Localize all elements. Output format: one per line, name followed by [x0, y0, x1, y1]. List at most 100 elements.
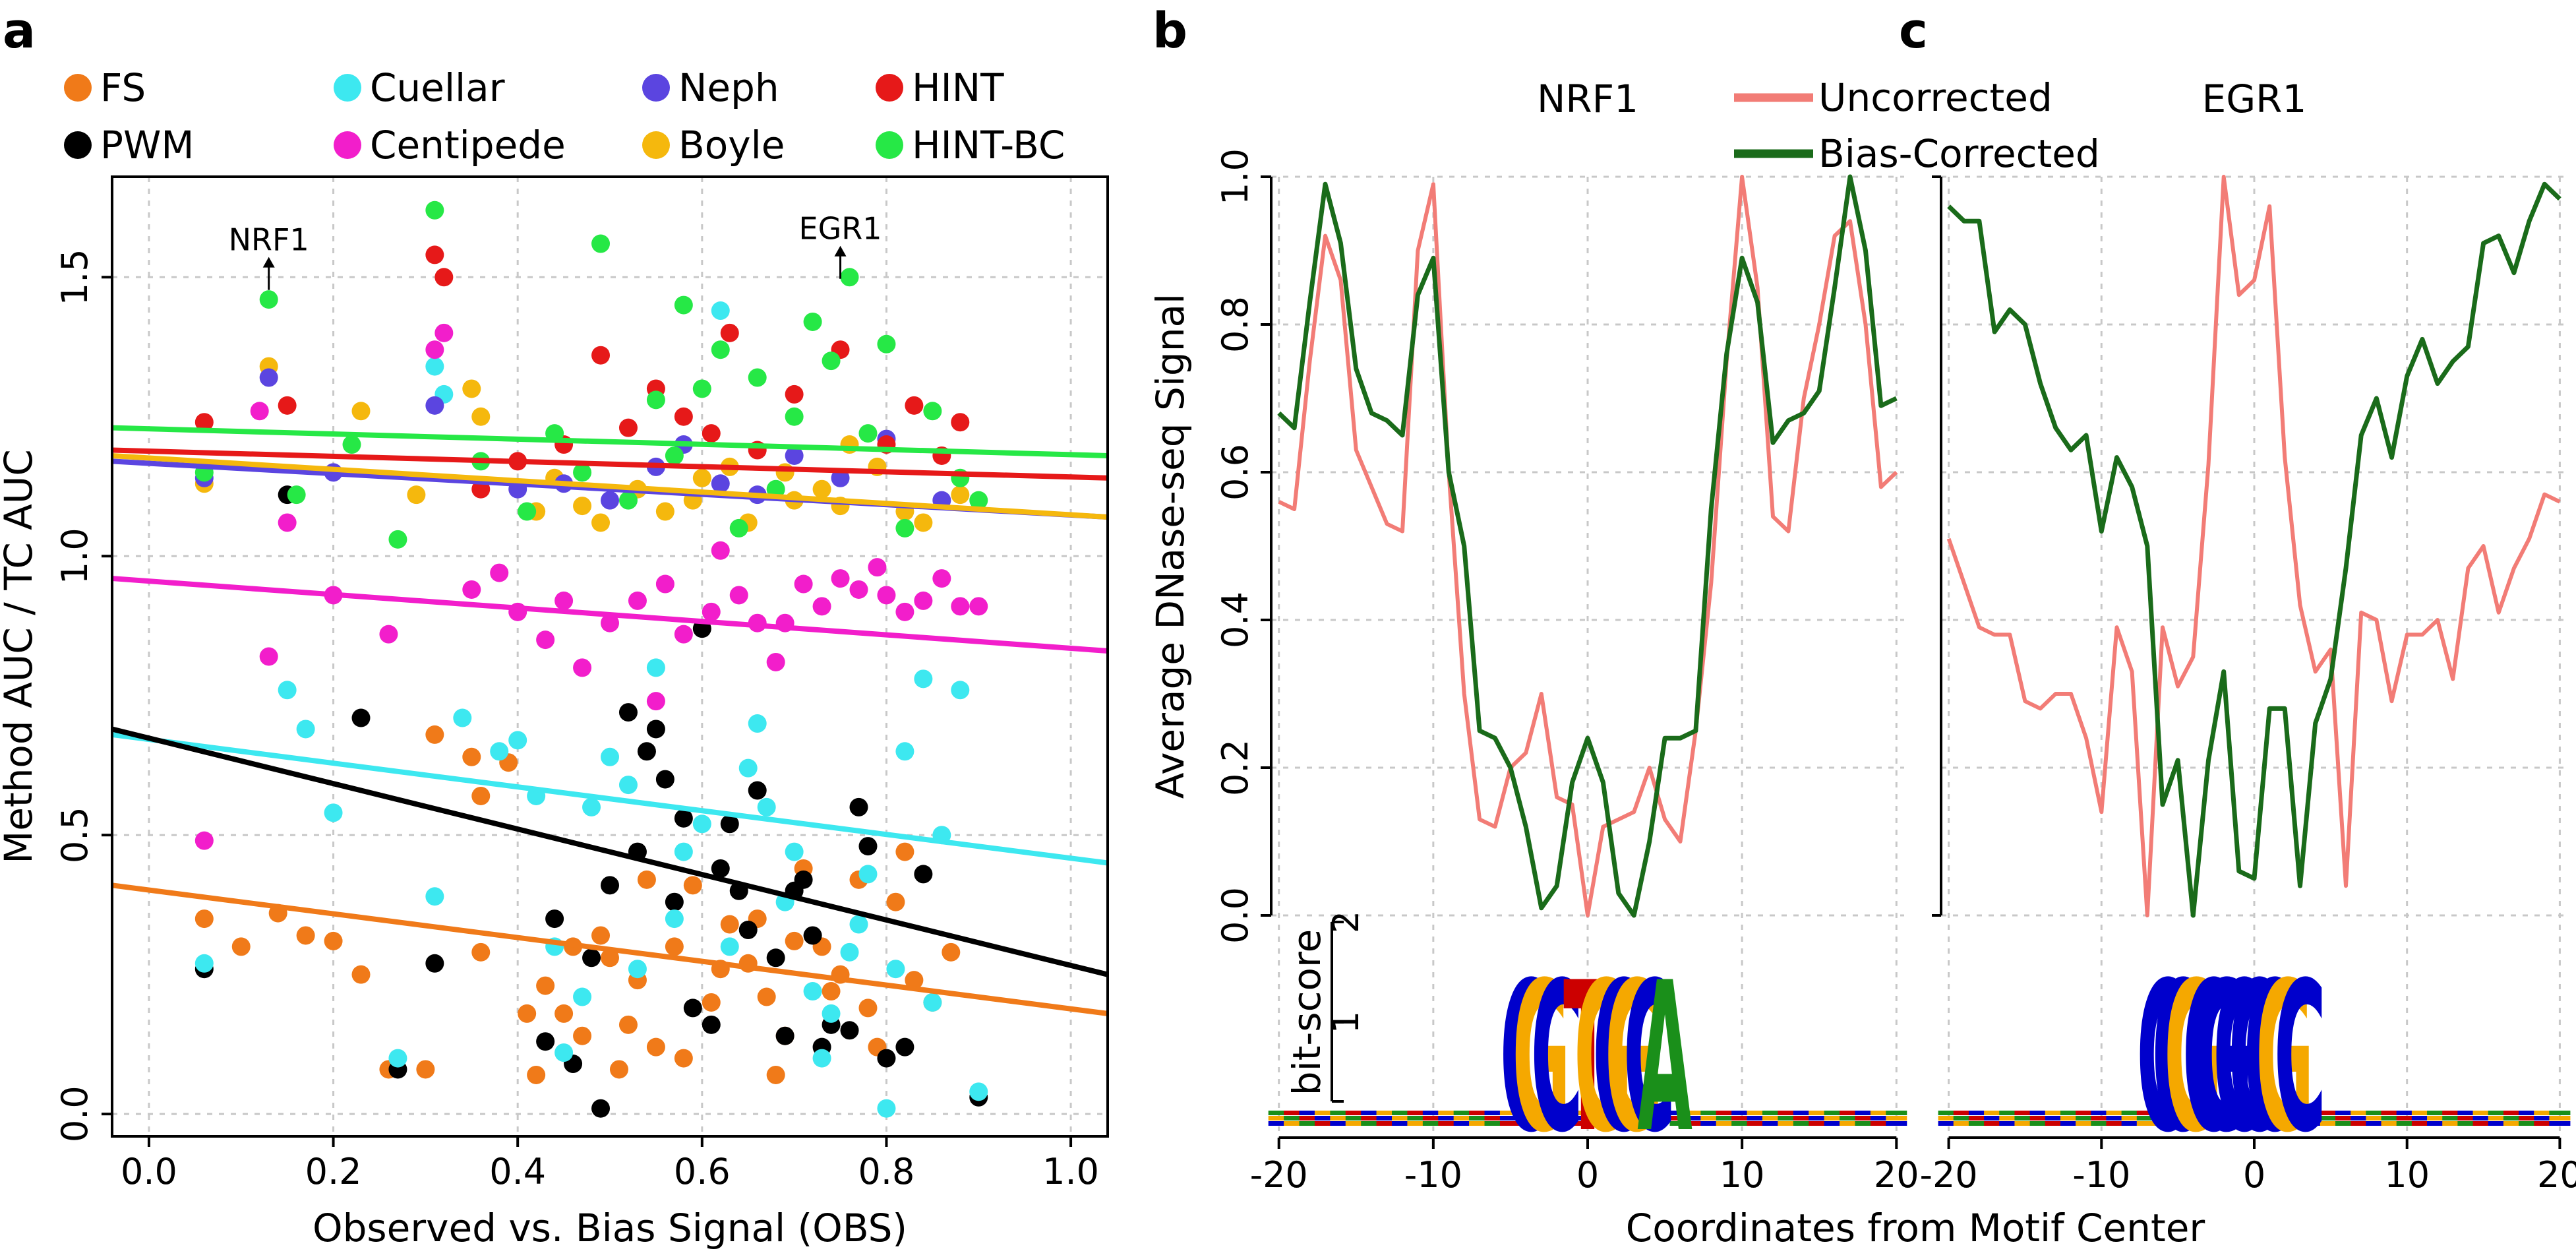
annotation-arrow-head: [262, 257, 275, 268]
logo-background-glyph: [1870, 1121, 1892, 1126]
logo-background-glyph: [2488, 1121, 2509, 1126]
point-cuellar: [803, 982, 822, 1001]
logo-background-glyph: [2366, 1111, 2387, 1115]
point-hint: [195, 413, 214, 432]
logo-background-glyph: [2014, 1111, 2036, 1115]
logo-background-glyph: [1345, 1116, 1367, 1121]
logo-background-glyph: [2304, 1111, 2326, 1115]
x-tick-label: 0: [1576, 1154, 1599, 1196]
point-cuellar: [296, 720, 315, 739]
legend-method: FS PWM Cuellar Centipede Neph Boyle HINT HINT-B…: [64, 65, 1065, 168]
point-centipede: [711, 541, 730, 560]
point-boyle: [462, 379, 481, 398]
point-cuellar: [840, 942, 859, 962]
point-fs: [720, 915, 739, 934]
point-hint-bc: [822, 352, 841, 371]
logo-background-glyph: [2136, 1116, 2158, 1121]
x-tick-label: 10: [1720, 1154, 1765, 1196]
x-tick-label: 0: [2243, 1154, 2265, 1196]
point-fs: [886, 892, 905, 911]
logo-background-glyph: [2335, 1116, 2357, 1121]
point-cuellar: [738, 758, 758, 778]
logo-background-glyph: [1840, 1121, 1861, 1126]
point-fs: [324, 931, 343, 950]
point-pwm: [637, 742, 656, 761]
point-cuellar: [711, 301, 730, 321]
x-tick-label: 0.6: [674, 1151, 731, 1192]
logo-background-glyph: [1824, 1116, 1845, 1121]
logo-background-glyph: [2519, 1111, 2540, 1115]
legend-marker-boyle: [642, 131, 670, 159]
point-pwm: [655, 770, 674, 789]
logo-background-glyph: [2457, 1116, 2479, 1121]
point-hint-bc: [591, 234, 611, 253]
logo-background-glyph: [1499, 1121, 1521, 1126]
logo-background-glyph: [1345, 1121, 1367, 1126]
logo-background-glyph: [1809, 1116, 1830, 1121]
legend-label-centipede: Centipede: [370, 123, 566, 168]
logo-background-glyph: [2351, 1111, 2372, 1115]
logo-background-glyph: [2472, 1111, 2494, 1115]
logo-background-glyph: [1438, 1111, 1460, 1115]
point-fs: [536, 976, 555, 995]
point-hint: [591, 346, 611, 365]
logo-background-glyph: [1330, 1116, 1352, 1121]
point-hint: [720, 323, 739, 342]
logo-background-glyph: [2060, 1116, 2082, 1121]
legend-marker-fs: [64, 74, 92, 102]
point-hint-bc: [729, 518, 748, 537]
logo-background-glyph: [1938, 1116, 1960, 1121]
logo-letter-c: C: [2136, 938, 2188, 1179]
point-boyle: [775, 463, 794, 482]
logo-letter-c: C: [1531, 938, 1583, 1179]
regression-line-cuellar: [111, 731, 1108, 866]
point-fs: [416, 1060, 435, 1079]
point-centipede: [766, 652, 785, 671]
legend-marker-hint: [876, 74, 903, 102]
annotation-nrf1: NRF1: [229, 222, 309, 258]
logo-background-glyph: [1855, 1111, 1876, 1115]
logo-background-glyph: [1700, 1121, 1722, 1126]
point-cuellar: [195, 954, 214, 973]
logo-background-glyph: [1392, 1116, 1414, 1121]
point-centipede: [895, 602, 914, 621]
logo-background-glyph: [1731, 1116, 1753, 1121]
logo-background-glyph: [2045, 1111, 2066, 1115]
legend-label-cuellar: Cuellar: [370, 65, 505, 110]
logo-background-glyph: [1855, 1121, 1876, 1126]
logo-background-glyph: [1778, 1121, 1799, 1126]
logo-background-glyph: [1484, 1111, 1506, 1115]
y-axis-title-a: Method AUC / TC AUC: [0, 449, 41, 864]
logo-background-glyph: [1793, 1116, 1814, 1121]
logo-background-glyph: [2519, 1116, 2540, 1121]
logo-background-glyph: [2091, 1121, 2112, 1126]
point-fs: [591, 926, 611, 945]
series-line-uncorrected: [1278, 175, 1898, 917]
logo-background-glyph: [2442, 1116, 2464, 1121]
logo-background-glyph: [1407, 1116, 1429, 1121]
point-hint: [434, 268, 454, 287]
point-centipede: [914, 591, 933, 610]
point-centipede: [951, 597, 970, 616]
x-axis-title-a: Observed vs. Bias Signal (OBS): [313, 1206, 907, 1250]
line-panel-b: NRF1 0.0 0.2 0.4 0.6 0.8 1.0 Average DNase-seq …: [1148, 77, 1919, 1196]
logo-letter-c: C: [1592, 938, 1644, 1179]
logo-background-glyph: [1422, 1111, 1444, 1115]
point-neph: [785, 446, 804, 465]
point-pwm: [536, 1032, 555, 1051]
point-centipede: [794, 574, 813, 594]
point-centipede: [536, 630, 555, 650]
logo-background-glyph: [2136, 1121, 2158, 1126]
logo-background-glyph: [2029, 1121, 2051, 1126]
point-neph: [425, 396, 444, 415]
logo-background-glyph: [2549, 1116, 2571, 1121]
regression-line-pwm: [111, 726, 1108, 977]
point-boyle: [812, 479, 831, 499]
logo-background-glyph: [2351, 1121, 2372, 1126]
logo-background-glyph: [2427, 1121, 2449, 1126]
point-centipede: [877, 586, 896, 605]
logo-background-glyph: [1284, 1121, 1305, 1126]
point-fs: [609, 1060, 628, 1079]
logo-background-glyph: [1299, 1121, 1321, 1126]
x-tick-label: -20: [1250, 1154, 1308, 1196]
